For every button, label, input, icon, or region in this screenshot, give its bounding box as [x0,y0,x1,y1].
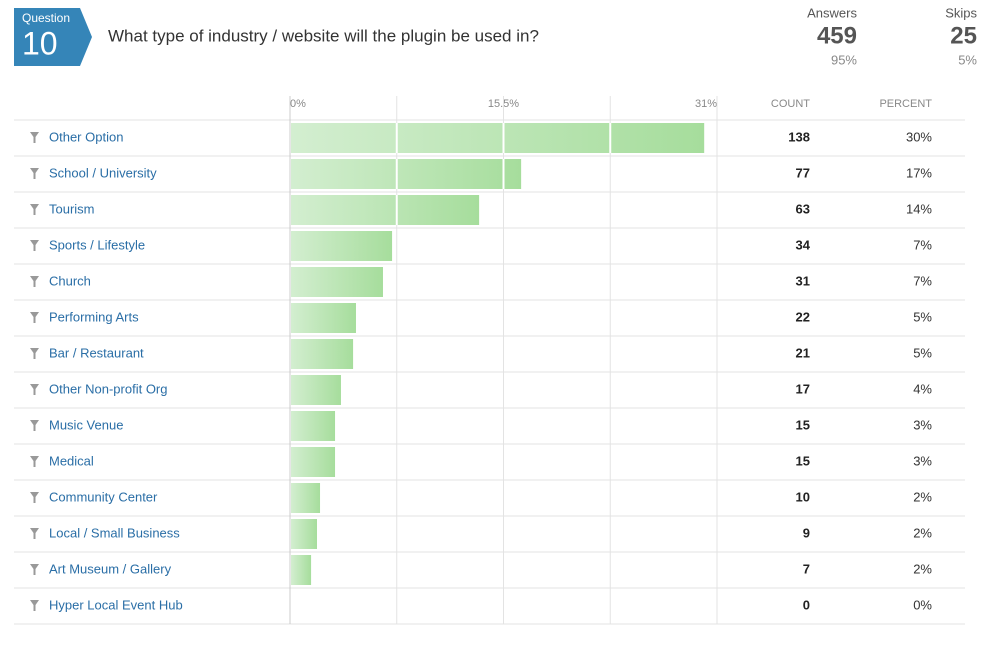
filter-icon [30,276,39,287]
percent: 7% [913,237,932,252]
skips-label: Skips [945,5,977,20]
count-header: COUNT [771,98,810,110]
percent: 17% [906,165,932,180]
x-tick-label: 0% [290,98,306,110]
category-label: Tourism [49,201,95,216]
category-label: Performing Arts [49,309,139,324]
badge-label: Question [22,11,70,25]
filter-icon [30,168,39,179]
count: 22 [796,309,810,324]
percent: 5% [913,345,932,360]
count: 34 [796,237,811,252]
count: 77 [796,165,810,180]
percent: 2% [913,561,932,576]
filter-icon [30,348,39,359]
category-label: School / University [49,165,157,180]
bar [291,411,336,441]
percent: 2% [913,525,932,540]
count: 63 [796,201,810,216]
percent: 2% [913,489,932,504]
bar [291,339,354,369]
category-label: Local / Small Business [49,525,180,540]
percent-header: PERCENT [879,98,932,110]
bar [291,555,312,585]
bar [291,123,705,153]
percent: 30% [906,129,932,144]
skips-count: 25 [950,22,977,49]
x-tick-label: 31% [695,98,717,110]
category-label: Bar / Restaurant [49,345,144,360]
count: 10 [796,489,810,504]
count: 138 [788,129,810,144]
category-label: Hyper Local Event Hub [49,597,183,612]
bar [291,159,522,189]
bar [291,447,336,477]
percent: 3% [913,417,932,432]
count: 9 [803,525,810,540]
filter-icon [30,492,39,503]
category-label: Medical [49,453,94,468]
percent: 3% [913,453,932,468]
skips-percent: 5% [958,52,977,67]
question-badge [14,8,92,66]
bar [291,303,356,333]
bar [291,519,317,549]
filter-icon [30,600,39,611]
answers-count: 459 [817,22,857,49]
filter-icon [30,420,39,431]
count: 15 [796,453,810,468]
bar [291,483,321,513]
category-label: Community Center [49,489,158,504]
count: 0 [803,597,810,612]
count: 21 [796,345,810,360]
count: 7 [803,561,810,576]
category-label: Sports / Lifestyle [49,237,145,252]
category-label: Other Option [49,129,123,144]
badge-number: 10 [22,25,58,61]
count: 17 [796,381,810,396]
filter-icon [30,204,39,215]
category-label: Music Venue [49,417,123,432]
percent: 7% [913,273,932,288]
bar [291,195,480,225]
count: 15 [796,417,810,432]
bar [291,231,393,261]
bar [291,375,341,405]
filter-icon [30,384,39,395]
filter-icon [30,312,39,323]
question-text: What type of industry / website will the… [108,26,539,45]
percent: 5% [913,309,932,324]
answers-percent: 95% [831,52,857,67]
bar [291,267,383,297]
percent: 0% [913,597,932,612]
answers-label: Answers [807,5,857,20]
category-label: Other Non-profit Org [49,381,168,396]
count: 31 [796,273,810,288]
filter-icon [30,240,39,251]
filter-icon [30,132,39,143]
percent: 14% [906,201,932,216]
category-label: Art Museum / Gallery [49,561,172,576]
filter-icon [30,564,39,575]
filter-icon [30,456,39,467]
percent: 4% [913,381,932,396]
filter-icon [30,528,39,539]
category-label: Church [49,273,91,288]
